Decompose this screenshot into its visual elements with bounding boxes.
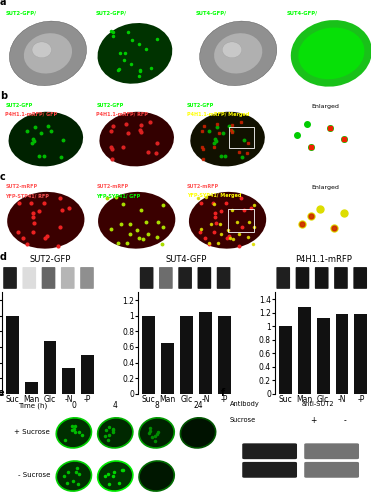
FancyBboxPatch shape	[61, 267, 74, 289]
Text: +: +	[310, 416, 317, 425]
Text: c: c	[0, 172, 6, 181]
Text: 8: 8	[154, 401, 159, 410]
Text: -: -	[344, 416, 347, 425]
Bar	[44, 340, 57, 394]
Ellipse shape	[98, 418, 133, 448]
FancyBboxPatch shape	[140, 267, 154, 289]
Title: SUT4-GFP: SUT4-GFP	[166, 254, 207, 264]
Text: Antibody: Antibody	[230, 401, 260, 407]
FancyBboxPatch shape	[42, 267, 55, 289]
FancyBboxPatch shape	[80, 267, 94, 289]
Text: f: f	[221, 388, 225, 398]
FancyBboxPatch shape	[178, 267, 192, 289]
Bar	[279, 326, 292, 394]
Text: Time (h): Time (h)	[18, 402, 48, 409]
Text: a: a	[0, 0, 7, 6]
FancyBboxPatch shape	[304, 444, 359, 459]
Ellipse shape	[139, 418, 174, 448]
Text: 24: 24	[193, 401, 203, 410]
Ellipse shape	[180, 418, 216, 448]
Bar	[81, 355, 94, 394]
Bar	[6, 316, 19, 394]
FancyBboxPatch shape	[315, 267, 328, 289]
Bar	[62, 368, 75, 394]
Ellipse shape	[98, 461, 133, 491]
Title: P4H1.1-mRFP: P4H1.1-mRFP	[295, 254, 352, 264]
FancyBboxPatch shape	[353, 267, 367, 289]
FancyBboxPatch shape	[159, 267, 173, 289]
Bar	[25, 382, 38, 394]
Text: - Sucrose: - Sucrose	[17, 472, 50, 478]
Text: + Sucrose: + Sucrose	[14, 429, 50, 435]
FancyBboxPatch shape	[276, 267, 290, 289]
Bar	[180, 316, 193, 394]
FancyBboxPatch shape	[3, 267, 17, 289]
FancyBboxPatch shape	[198, 267, 211, 289]
Text: e: e	[0, 388, 4, 398]
Bar	[336, 314, 349, 394]
Ellipse shape	[139, 461, 174, 491]
FancyBboxPatch shape	[217, 267, 230, 289]
Ellipse shape	[56, 461, 92, 491]
Text: b: b	[0, 90, 7, 101]
Bar	[218, 316, 231, 394]
Bar	[199, 312, 212, 394]
FancyBboxPatch shape	[296, 267, 309, 289]
Bar	[298, 307, 311, 394]
Bar	[161, 343, 174, 394]
Text: 4: 4	[113, 401, 118, 410]
Title: SUT2-GFP: SUT2-GFP	[29, 254, 71, 264]
Bar	[142, 316, 155, 394]
Text: 0: 0	[71, 401, 76, 410]
FancyBboxPatch shape	[242, 444, 297, 459]
FancyBboxPatch shape	[304, 462, 359, 478]
FancyBboxPatch shape	[22, 267, 36, 289]
Text: anti-SUT2: anti-SUT2	[302, 401, 335, 407]
Text: d: d	[0, 252, 7, 262]
FancyBboxPatch shape	[334, 267, 348, 289]
FancyBboxPatch shape	[242, 462, 297, 478]
Bar	[355, 314, 367, 394]
Bar	[317, 318, 330, 394]
Ellipse shape	[56, 418, 92, 448]
Text: Sucrose: Sucrose	[230, 418, 256, 424]
